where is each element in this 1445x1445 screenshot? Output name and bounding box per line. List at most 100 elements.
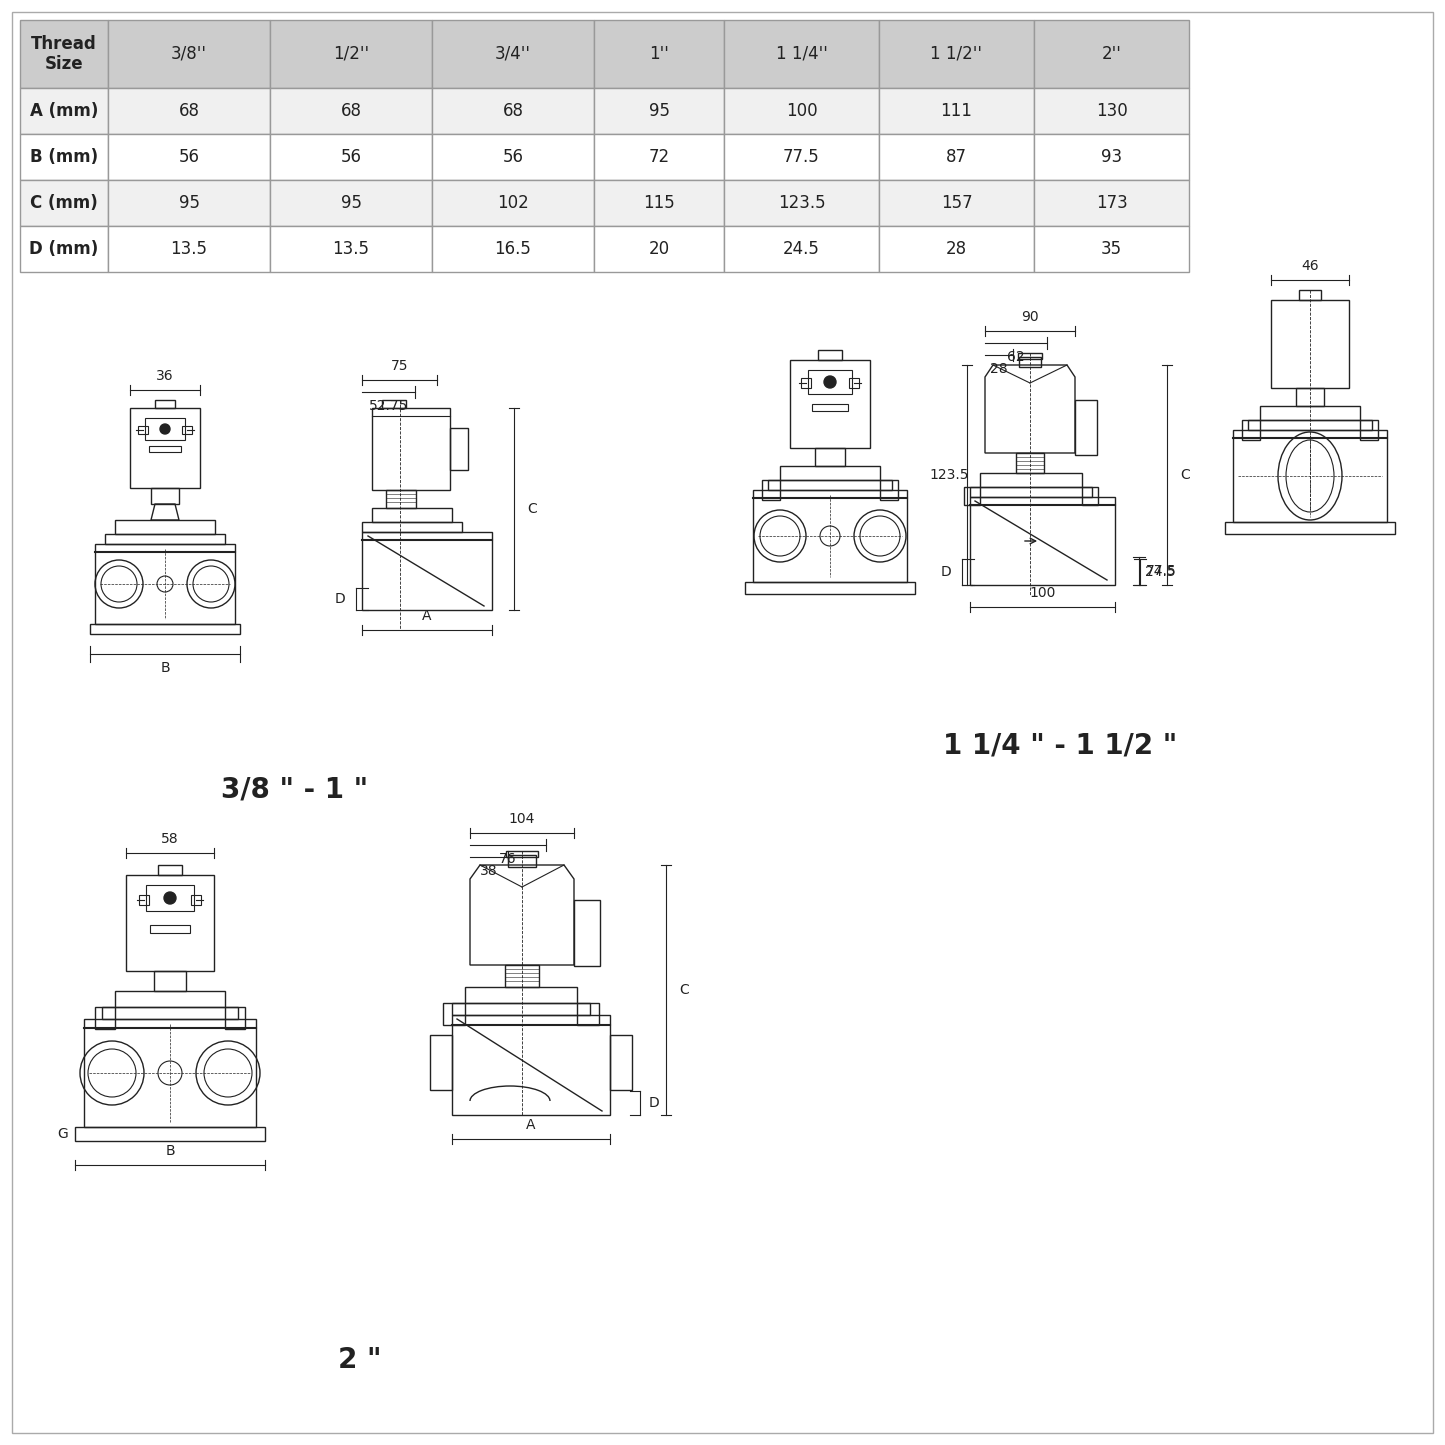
Text: 56: 56 bbox=[179, 147, 199, 166]
Bar bbox=[444, 1003, 465, 1025]
Text: 77.5: 77.5 bbox=[1146, 564, 1176, 578]
Bar bbox=[108, 20, 270, 88]
Text: A: A bbox=[526, 1118, 536, 1131]
Bar bbox=[879, 20, 1035, 88]
Bar bbox=[1035, 20, 1189, 88]
Bar bbox=[762, 480, 780, 500]
Text: 36: 36 bbox=[156, 368, 173, 383]
Text: 35: 35 bbox=[1101, 240, 1123, 259]
Text: 24.5: 24.5 bbox=[1144, 565, 1175, 579]
Bar bbox=[506, 851, 538, 857]
Bar bbox=[780, 465, 880, 480]
Bar bbox=[95, 543, 236, 624]
Text: 46: 46 bbox=[1300, 259, 1319, 273]
Bar bbox=[270, 181, 432, 225]
Text: 90: 90 bbox=[1022, 311, 1039, 324]
Text: 2'': 2'' bbox=[1101, 45, 1121, 64]
Text: 75: 75 bbox=[390, 358, 409, 373]
Bar bbox=[20, 134, 108, 181]
Text: 76: 76 bbox=[499, 853, 517, 866]
Text: 93: 93 bbox=[1101, 147, 1123, 166]
Text: 68: 68 bbox=[503, 103, 523, 120]
Bar bbox=[880, 480, 897, 500]
Bar bbox=[270, 134, 432, 181]
Text: 28: 28 bbox=[946, 240, 967, 259]
Text: 100: 100 bbox=[786, 103, 818, 120]
Bar bbox=[449, 428, 468, 470]
Text: 20: 20 bbox=[649, 240, 669, 259]
Text: C (mm): C (mm) bbox=[30, 194, 98, 212]
Bar bbox=[386, 490, 416, 509]
Bar bbox=[1225, 522, 1394, 535]
Circle shape bbox=[163, 892, 176, 905]
Text: 3/4'': 3/4'' bbox=[496, 45, 530, 64]
Text: A (mm): A (mm) bbox=[30, 103, 98, 120]
Bar bbox=[363, 532, 491, 610]
Bar bbox=[225, 1007, 246, 1029]
Text: B: B bbox=[165, 1144, 175, 1157]
Text: 123.5: 123.5 bbox=[929, 468, 968, 483]
Text: 13.5: 13.5 bbox=[332, 240, 370, 259]
Bar bbox=[724, 181, 879, 225]
Bar bbox=[1035, 181, 1189, 225]
Bar bbox=[812, 405, 848, 410]
Bar bbox=[594, 88, 724, 134]
Text: C: C bbox=[1181, 468, 1189, 483]
Bar bbox=[270, 225, 432, 272]
Text: Thread
Size: Thread Size bbox=[32, 35, 97, 74]
Text: B: B bbox=[160, 660, 171, 675]
Bar bbox=[149, 447, 181, 452]
Bar bbox=[753, 490, 907, 582]
Text: 104: 104 bbox=[509, 812, 535, 827]
Bar bbox=[126, 876, 214, 971]
Bar bbox=[103, 1007, 238, 1019]
Bar bbox=[879, 88, 1035, 134]
Bar bbox=[1243, 420, 1260, 439]
Bar bbox=[1360, 420, 1379, 439]
Text: 1'': 1'' bbox=[649, 45, 669, 64]
Text: 56: 56 bbox=[341, 147, 361, 166]
Text: 1/2'': 1/2'' bbox=[332, 45, 368, 64]
Bar bbox=[20, 181, 108, 225]
Text: A: A bbox=[422, 608, 432, 623]
Bar bbox=[970, 497, 1116, 585]
Bar bbox=[594, 20, 724, 88]
Bar bbox=[509, 855, 536, 867]
Bar bbox=[767, 480, 892, 490]
Bar bbox=[150, 925, 189, 933]
Text: 157: 157 bbox=[941, 194, 972, 212]
Text: 68: 68 bbox=[341, 103, 361, 120]
Bar bbox=[90, 624, 240, 634]
Circle shape bbox=[160, 423, 171, 434]
Bar bbox=[1075, 400, 1097, 455]
Bar bbox=[1016, 452, 1043, 473]
Bar bbox=[980, 473, 1082, 487]
Text: 102: 102 bbox=[497, 194, 529, 212]
Bar bbox=[432, 20, 594, 88]
Bar bbox=[20, 225, 108, 272]
Bar bbox=[1296, 389, 1324, 406]
Text: C: C bbox=[679, 983, 689, 997]
Bar bbox=[270, 88, 432, 134]
Bar bbox=[432, 225, 594, 272]
Bar bbox=[139, 426, 147, 434]
Text: 24.5: 24.5 bbox=[783, 240, 819, 259]
Bar bbox=[150, 488, 179, 504]
Text: 38: 38 bbox=[480, 864, 499, 879]
Bar bbox=[504, 965, 539, 987]
Bar bbox=[594, 225, 724, 272]
Bar bbox=[577, 1003, 600, 1025]
Bar bbox=[1082, 487, 1098, 504]
Text: 58: 58 bbox=[162, 832, 179, 845]
Bar bbox=[879, 225, 1035, 272]
Bar bbox=[108, 134, 270, 181]
Bar bbox=[1035, 134, 1189, 181]
Bar bbox=[970, 487, 1092, 497]
Text: G: G bbox=[58, 1127, 68, 1142]
Bar bbox=[144, 418, 185, 439]
Bar bbox=[381, 400, 406, 407]
Bar bbox=[452, 1003, 590, 1014]
Text: 2 ": 2 " bbox=[338, 1345, 381, 1374]
Bar bbox=[191, 894, 201, 905]
Text: 28: 28 bbox=[990, 363, 1007, 376]
